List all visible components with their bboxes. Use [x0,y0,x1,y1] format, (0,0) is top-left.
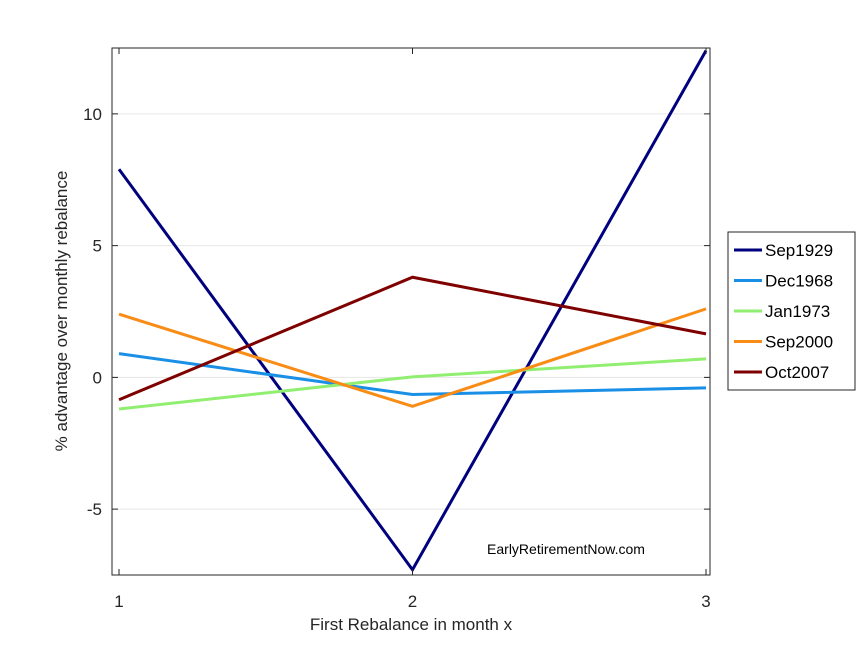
legend-label: Jan1973 [765,302,830,321]
y-tick-label: -5 [87,500,102,519]
series-line-jan1973 [118,357,707,411]
plot-area [111,47,711,576]
series-line-dec1968 [118,352,707,397]
grid-lines [112,113,710,510]
x-axis-label: First Rebalance in month x [310,615,513,634]
series-line-sep2000 [118,307,707,408]
series-layer [117,49,708,573]
x-tick-label: 2 [408,592,417,611]
legend-label: Dec1968 [765,272,833,291]
legend-label: Sep2000 [765,333,833,352]
series-line-oct2007 [118,275,707,402]
legend-label: Sep1929 [765,241,833,260]
x-axis-ticks: 1 2 3 [114,48,711,611]
y-axis-label: % advantage over monthly rebalance [52,171,71,452]
series-line-sep1929 [117,49,708,573]
x-tick-label: 3 [701,592,710,611]
y-tick-label: 10 [83,105,102,124]
y-axis-ticks: -5 0 5 10 [83,105,710,519]
y-tick-label: 5 [93,237,102,256]
legend-label: Oct2007 [765,363,829,382]
legend: Sep1929 Dec1968 Jan1973 Sep2000 Oct2007 [727,231,856,391]
y-tick-label: 0 [93,368,102,387]
x-tick-label: 1 [114,592,123,611]
watermark-annotation: EarlyRetirementNow.com [487,541,645,557]
